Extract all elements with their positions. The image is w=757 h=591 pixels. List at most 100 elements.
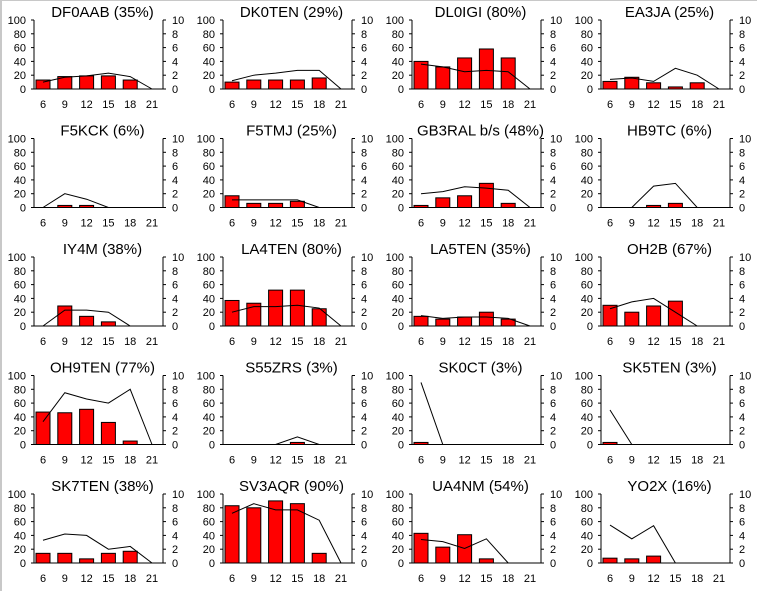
right-tick-label: 6 <box>739 43 745 55</box>
bar <box>289 79 305 90</box>
x-tick-label: 18 <box>502 336 514 348</box>
bar <box>311 308 327 327</box>
x-tick-label: 9 <box>251 99 257 111</box>
x-tick-label: 9 <box>629 336 635 348</box>
x-tick-label: 21 <box>713 218 725 230</box>
right-tick-label: 10 <box>361 15 373 27</box>
x-tick-label: 9 <box>440 218 446 230</box>
left-tick-label: 60 <box>581 43 593 55</box>
x-tick-label: 12 <box>647 336 659 348</box>
x-tick-label: 15 <box>102 336 114 348</box>
series-line <box>420 63 531 90</box>
right-tick-label: 10 <box>172 252 184 264</box>
chart-title: YO2X (16%) <box>627 478 711 495</box>
x-tick-label: 15 <box>102 573 114 585</box>
chart-title: OH9TEN (77%) <box>50 360 155 377</box>
left-tick-label: 100 <box>575 371 593 383</box>
x-tick-label: 9 <box>440 573 446 585</box>
bar <box>689 82 705 90</box>
right-tick-label: 4 <box>550 530 556 542</box>
x-tick-label: 9 <box>440 336 446 348</box>
bar <box>435 546 451 564</box>
bar <box>57 552 73 564</box>
bar <box>268 289 284 327</box>
right-tick-label: 4 <box>739 175 745 187</box>
bar <box>289 503 305 564</box>
bar <box>289 441 305 446</box>
x-tick-label: 6 <box>607 336 613 348</box>
x-tick-label: 9 <box>629 573 635 585</box>
series-line <box>610 182 719 208</box>
chart-title: SK5TEN (3%) <box>622 360 716 377</box>
left-tick-label: 80 <box>392 147 404 159</box>
x-tick-label: 12 <box>269 99 281 111</box>
right-tick-label: 2 <box>361 426 367 438</box>
bar <box>624 311 640 327</box>
bar <box>100 552 116 564</box>
bar <box>57 412 73 445</box>
right-tick-label: 10 <box>172 489 184 501</box>
x-tick-label: 12 <box>269 336 281 348</box>
left-tick-label: 80 <box>392 503 404 515</box>
x-tick-label: 15 <box>480 99 492 111</box>
left-tick-label: 60 <box>392 161 404 173</box>
bar <box>646 305 662 327</box>
right-tick-label: 6 <box>739 161 745 173</box>
x-tick-label: 15 <box>291 99 303 111</box>
series-line <box>42 533 153 564</box>
right-tick-label: 2 <box>739 426 745 438</box>
left-tick-label: 0 <box>209 440 215 452</box>
left-tick-label: 0 <box>209 84 215 96</box>
x-tick-label: 18 <box>691 99 703 111</box>
x-tick-label: 6 <box>418 573 424 585</box>
right-tick-label: 10 <box>739 489 751 501</box>
right-tick-label: 6 <box>739 280 745 292</box>
left-tick-label: 0 <box>587 321 593 333</box>
bar <box>268 202 284 209</box>
x-tick-label: 18 <box>691 573 703 585</box>
right-tick-label: 8 <box>172 266 178 278</box>
bar <box>413 204 429 209</box>
bar <box>224 299 240 327</box>
left-tick-label: 80 <box>14 266 26 278</box>
bar <box>268 500 284 564</box>
bar <box>624 558 640 564</box>
left-tick-label: 20 <box>14 70 26 82</box>
x-tick-label: 12 <box>80 455 92 467</box>
left-tick-label: 80 <box>581 384 593 396</box>
x-tick-label: 9 <box>251 218 257 230</box>
left-tick-label: 60 <box>581 161 593 173</box>
bar <box>57 76 73 90</box>
series-line <box>42 388 153 445</box>
left-tick-label: 0 <box>20 558 26 570</box>
left-tick-label: 0 <box>587 84 593 96</box>
left-tick-label: 40 <box>203 530 215 542</box>
right-tick-label: 2 <box>172 70 178 82</box>
left-tick-label: 80 <box>581 147 593 159</box>
x-tick-label: 12 <box>269 455 281 467</box>
x-tick-label: 6 <box>40 573 46 585</box>
left-tick-label: 40 <box>14 530 26 542</box>
chart-title: OH2B (67%) <box>627 241 712 258</box>
bar <box>413 60 429 90</box>
x-tick-label: 21 <box>146 336 158 348</box>
x-tick-label: 21 <box>335 336 347 348</box>
left-tick-label: 20 <box>581 70 593 82</box>
chart-title: SK0CT (3%) <box>439 360 523 377</box>
right-tick-label: 10 <box>739 134 751 146</box>
left-tick-label: 60 <box>392 43 404 55</box>
chart-title: F5KCK (6%) <box>60 123 144 140</box>
x-tick-label: 15 <box>669 573 681 585</box>
right-tick-label: 6 <box>172 161 178 173</box>
bar <box>79 558 95 564</box>
right-tick-label: 8 <box>550 384 556 396</box>
bar <box>100 321 116 327</box>
x-tick-label: 18 <box>502 573 514 585</box>
right-tick-label: 8 <box>172 384 178 396</box>
bar <box>122 440 138 446</box>
